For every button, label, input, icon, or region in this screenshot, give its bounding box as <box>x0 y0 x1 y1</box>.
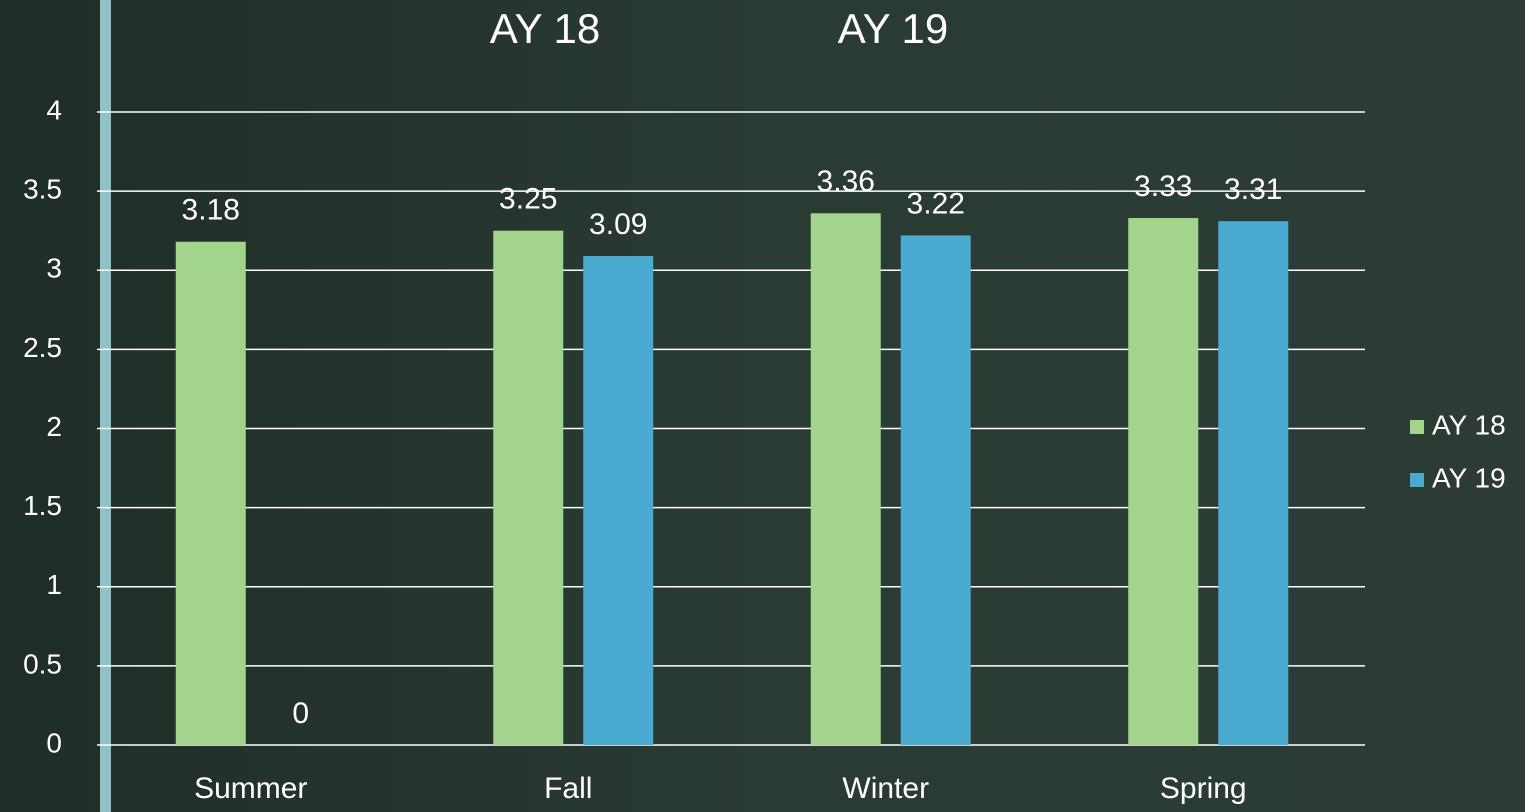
legend-swatch <box>1410 473 1424 487</box>
data-label: 3.36 <box>817 165 875 198</box>
series-caption: AY 19 <box>838 5 949 52</box>
y-tick-label: 1 <box>46 569 62 600</box>
legend-label: AY 18 <box>1432 409 1506 440</box>
bar <box>900 235 971 745</box>
bar <box>493 230 564 745</box>
y-tick-label: 1.5 <box>23 490 62 521</box>
data-label: 3.31 <box>1224 173 1282 206</box>
x-tick-label: Winter <box>842 772 929 805</box>
data-label: 3.18 <box>182 194 240 227</box>
data-label: 0 <box>292 697 309 730</box>
x-tick-label: Fall <box>544 772 592 805</box>
legend-label: AY 19 <box>1432 462 1506 493</box>
legend-swatch <box>1410 420 1424 434</box>
series-caption: AY 18 <box>490 5 601 52</box>
y-tick-label: 2 <box>46 411 62 442</box>
y-tick-label: 3 <box>46 253 62 284</box>
y-tick-label: 0 <box>46 727 62 758</box>
x-tick-label: Summer <box>194 772 307 805</box>
y-tick-label: 2.5 <box>23 332 62 363</box>
bar <box>1218 221 1289 745</box>
data-label: 3.09 <box>589 208 647 241</box>
bar <box>175 241 246 745</box>
data-label: 3.22 <box>907 187 965 220</box>
y-tick-label: 0.5 <box>23 648 62 679</box>
bar <box>583 256 654 745</box>
x-tick-label: Spring <box>1160 772 1247 805</box>
bar <box>810 213 881 745</box>
data-label: 3.33 <box>1134 170 1192 203</box>
y-tick-label: 4 <box>46 94 62 125</box>
y-tick-label: 3.5 <box>23 174 62 205</box>
accent-bar <box>100 0 111 812</box>
bar <box>1128 218 1199 746</box>
data-label: 3.25 <box>499 183 557 216</box>
